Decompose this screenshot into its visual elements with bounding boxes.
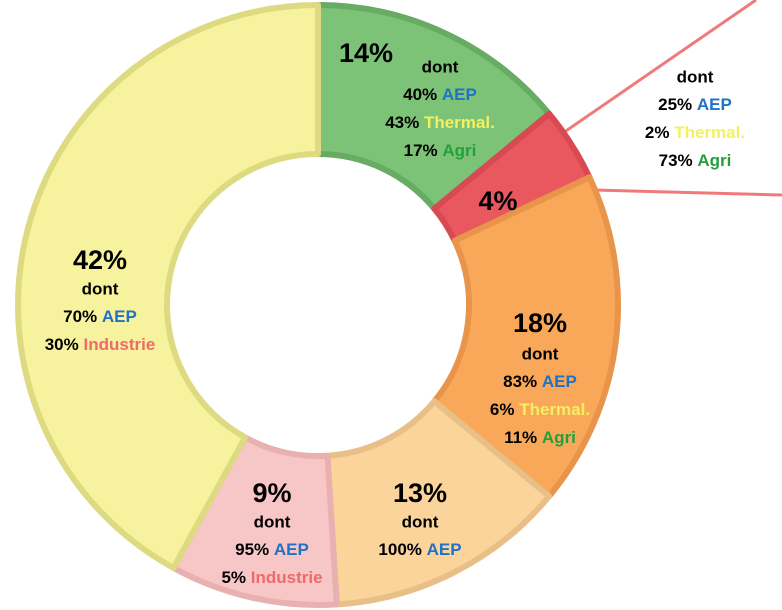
detail-use: Thermal. <box>519 400 590 419</box>
detail-line: 73% Agri <box>659 151 732 170</box>
detail-use: Industrie <box>83 335 155 354</box>
detail-share: 43% <box>385 113 419 132</box>
detail-use: AEP <box>102 307 137 326</box>
detail-share: 17% <box>404 141 438 160</box>
detail-line: 25% AEP <box>658 95 732 114</box>
connector-label: dont <box>402 512 439 531</box>
detail-share: 25% <box>658 95 692 114</box>
detail-use: AEP <box>697 95 732 114</box>
slice-label: 18% <box>513 308 567 338</box>
detail-use: AEP <box>442 85 477 104</box>
detail-share: 70% <box>63 307 97 326</box>
detail-line: 95% AEP <box>235 540 309 559</box>
detail-use: Agri <box>697 151 731 170</box>
detail-line: 43% Thermal. <box>385 113 495 132</box>
detail-line: 11% Agri <box>504 428 576 447</box>
detail-share: 40% <box>403 85 437 104</box>
detail-share: 6% <box>490 400 515 419</box>
connector-label: dont <box>422 57 459 76</box>
connector-label: dont <box>677 67 714 86</box>
slice-label: 14% <box>339 38 393 68</box>
detail-use: Thermal. <box>424 113 495 132</box>
detail-share: 30% <box>45 335 79 354</box>
detail-use: AEP <box>274 540 309 559</box>
detail-use: Agri <box>542 428 576 447</box>
detail-use: Industrie <box>251 568 323 587</box>
donut-slice <box>431 174 621 500</box>
connector-label: dont <box>82 279 119 298</box>
detail-line: 83% AEP <box>503 372 577 391</box>
detail-line: 40% AEP <box>403 85 477 104</box>
detail-line: 5% Industrie <box>221 568 322 587</box>
detail-share: 100% <box>378 540 421 559</box>
detail-share: 83% <box>503 372 537 391</box>
detail-use: AEP <box>542 372 577 391</box>
connector-label: dont <box>522 344 559 363</box>
leader-line <box>559 0 757 137</box>
detail-use: Thermal. <box>674 123 745 142</box>
slice-label: 4% <box>478 186 517 216</box>
slice-label: 13% <box>393 478 447 508</box>
detail-share: 5% <box>221 568 246 587</box>
detail-share: 2% <box>645 123 670 142</box>
detail-line: 17% Agri <box>404 141 477 160</box>
connector-label: dont <box>254 512 291 531</box>
slice-label: 9% <box>252 478 291 508</box>
detail-use: AEP <box>427 540 462 559</box>
leader-line <box>593 188 782 197</box>
detail-share: 11% <box>504 428 537 447</box>
detail-line: 30% Industrie <box>45 335 156 354</box>
slice-label: 42% <box>73 245 127 275</box>
donut-slice <box>15 2 321 571</box>
detail-line: 6% Thermal. <box>490 400 590 419</box>
detail-line: 70% AEP <box>63 307 137 326</box>
detail-share: 95% <box>235 540 269 559</box>
detail-use: Agri <box>442 141 476 160</box>
detail-line: 2% Thermal. <box>645 123 745 142</box>
detail-line: 100% AEP <box>378 540 461 559</box>
detail-share: 73% <box>659 151 693 170</box>
